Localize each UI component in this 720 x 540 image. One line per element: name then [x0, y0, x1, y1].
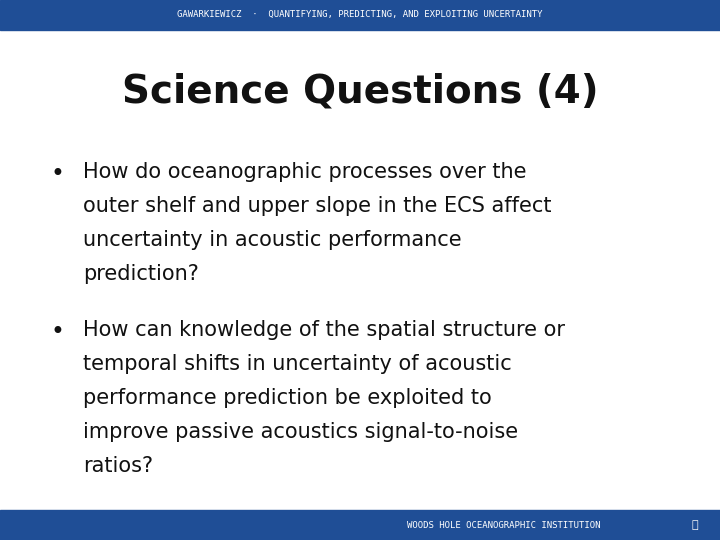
Text: How do oceanographic processes over the: How do oceanographic processes over the — [83, 162, 526, 182]
Text: ⛵: ⛵ — [691, 520, 698, 530]
Text: prediction?: prediction? — [83, 264, 199, 284]
Text: temporal shifts in uncertainty of acoustic: temporal shifts in uncertainty of acoust… — [83, 354, 511, 374]
Text: outer shelf and upper slope in the ECS affect: outer shelf and upper slope in the ECS a… — [83, 196, 552, 216]
Text: •: • — [50, 320, 65, 343]
Text: performance prediction be exploited to: performance prediction be exploited to — [83, 388, 492, 408]
Bar — [0, 0, 720, 30]
Bar — [0, 510, 720, 540]
Text: improve passive acoustics signal-to-noise: improve passive acoustics signal-to-nois… — [83, 422, 518, 442]
Text: uncertainty in acoustic performance: uncertainty in acoustic performance — [83, 230, 462, 250]
Text: Science Questions (4): Science Questions (4) — [122, 73, 598, 111]
Text: WOODS HOLE OCEANOGRAPHIC INSTITUTION: WOODS HOLE OCEANOGRAPHIC INSTITUTION — [408, 521, 600, 530]
Text: How can knowledge of the spatial structure or: How can knowledge of the spatial structu… — [83, 320, 564, 340]
Text: ratios?: ratios? — [83, 456, 153, 476]
Text: GAWARKIEWICZ  ·  QUANTIFYING, PREDICTING, AND EXPLOITING UNCERTAINTY: GAWARKIEWICZ · QUANTIFYING, PREDICTING, … — [177, 10, 543, 19]
Text: •: • — [50, 162, 65, 186]
